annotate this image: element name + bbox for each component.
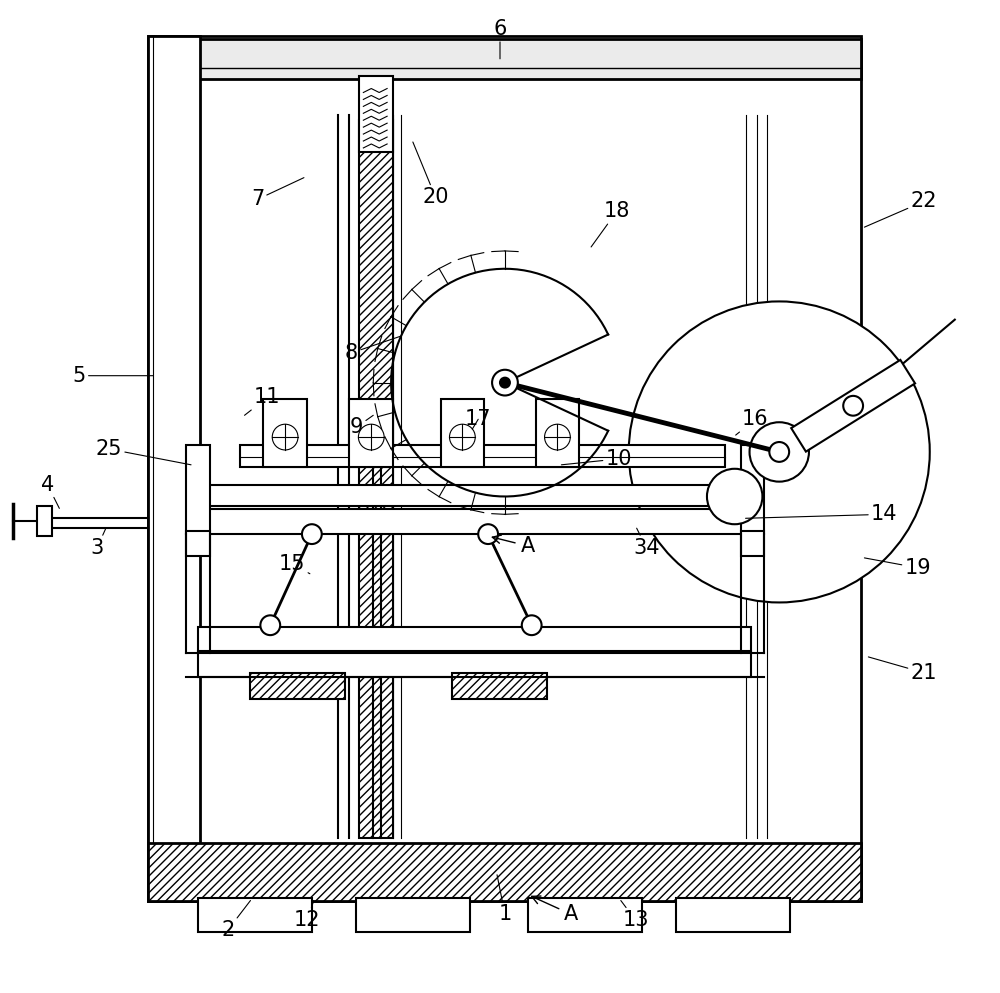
Text: 10: 10 (561, 449, 632, 469)
Circle shape (750, 422, 809, 482)
Text: 22: 22 (864, 192, 937, 227)
Bar (198, 651, 751, 676)
Text: 8: 8 (345, 336, 401, 362)
Text: 18: 18 (591, 202, 630, 247)
Text: 7: 7 (251, 178, 304, 210)
Circle shape (707, 469, 762, 524)
Bar (359, 120, 393, 838)
Bar (198, 509, 751, 534)
Text: 11: 11 (245, 387, 281, 415)
Bar (359, 75, 393, 152)
Bar (198, 485, 751, 506)
Bar (186, 531, 210, 556)
Text: 3: 3 (90, 528, 106, 558)
Text: 13: 13 (621, 901, 649, 930)
Text: 12: 12 (294, 901, 320, 930)
Circle shape (260, 616, 280, 636)
Text: 9: 9 (350, 415, 373, 437)
Bar (356, 898, 470, 932)
Text: 19: 19 (864, 558, 931, 578)
Bar (741, 531, 764, 556)
Bar (198, 898, 312, 932)
Text: 20: 20 (413, 142, 449, 208)
Text: 1: 1 (497, 875, 512, 924)
Bar (148, 36, 861, 901)
Text: 5: 5 (73, 365, 153, 385)
Text: 17: 17 (465, 409, 491, 429)
Bar (240, 445, 725, 467)
Circle shape (522, 616, 542, 636)
Bar (186, 445, 210, 534)
Bar (452, 673, 547, 698)
Circle shape (358, 424, 384, 450)
Bar (528, 898, 642, 932)
Circle shape (492, 369, 518, 395)
Circle shape (478, 524, 498, 544)
Bar (741, 445, 764, 534)
Bar (37, 506, 52, 536)
Circle shape (545, 424, 570, 450)
Bar (263, 399, 307, 467)
Text: 14: 14 (746, 504, 897, 524)
Bar (676, 898, 790, 932)
Text: 34: 34 (633, 528, 660, 558)
Circle shape (500, 377, 510, 387)
Polygon shape (791, 359, 915, 452)
Circle shape (629, 302, 930, 603)
Bar (198, 628, 751, 653)
Bar (148, 843, 861, 901)
Circle shape (272, 424, 298, 450)
Circle shape (769, 442, 789, 462)
Bar (536, 399, 579, 467)
Circle shape (302, 524, 322, 544)
Text: A: A (492, 535, 535, 556)
Text: 15: 15 (279, 554, 310, 574)
Bar (250, 673, 345, 698)
Text: 16: 16 (736, 409, 769, 435)
Circle shape (843, 396, 863, 416)
Text: 4: 4 (41, 475, 59, 508)
Bar (441, 399, 484, 467)
Text: A: A (532, 896, 578, 924)
Bar (148, 39, 861, 78)
Bar (349, 399, 393, 467)
Text: 6: 6 (493, 19, 507, 59)
Bar (148, 36, 200, 901)
Text: 2: 2 (221, 901, 250, 940)
Circle shape (449, 424, 475, 450)
Text: 25: 25 (96, 439, 191, 465)
Text: 21: 21 (868, 657, 937, 683)
